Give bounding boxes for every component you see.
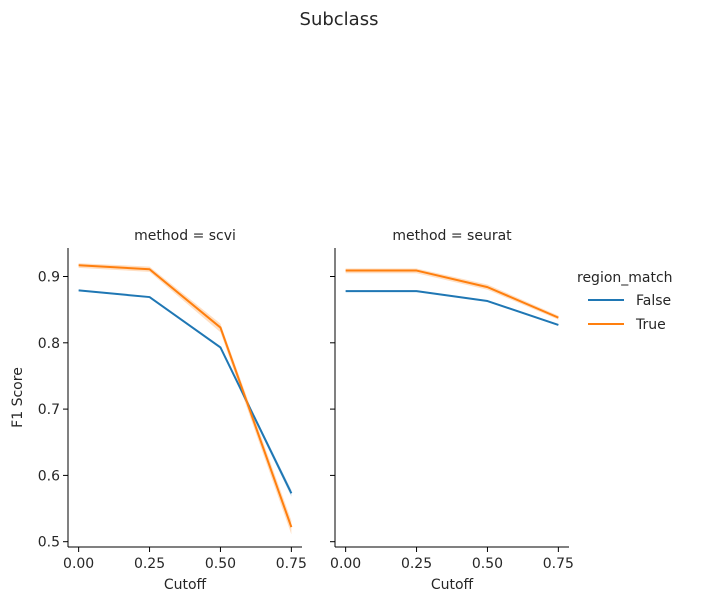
series-line-true (345, 269, 559, 319)
x-tick-label: 0.75 (543, 556, 574, 572)
x-tick-label: 0.00 (330, 556, 361, 572)
legend-label: False (636, 293, 671, 309)
panel-2: method = seurat 0.00 0.25 0.50 0.75 Cutoff (330, 228, 574, 593)
y-tick-label: 0.7 (38, 402, 60, 418)
x-tick-label: 0.50 (205, 556, 236, 572)
series-line-true (78, 264, 293, 528)
y-tick-label: 0.9 (38, 270, 60, 286)
legend-item-false: False (588, 293, 671, 309)
x-axis-label: Cutoff (164, 577, 207, 593)
y-tick-label: 0.6 (38, 468, 60, 484)
x-tick-label: 0.75 (276, 556, 307, 572)
x-tick-label: 0.50 (472, 556, 503, 572)
series-line-false (78, 289, 293, 494)
x-axis-label: Cutoff (431, 577, 474, 593)
series-line-false (345, 290, 559, 326)
ci-band-false (78, 289, 292, 497)
panel-title: method = scvi (134, 228, 236, 244)
y-axis-label: F1 Score (10, 367, 26, 428)
legend-label: True (635, 317, 666, 333)
legend-title: region_match (577, 270, 673, 286)
legend: region_match False True (577, 270, 673, 333)
ci-band-true (78, 263, 292, 535)
legend-item-true: True (588, 317, 666, 333)
x-tick-label: 0.00 (63, 556, 94, 572)
facet-panels: method = scvi 0.00 0.25 0.50 0.75 0.5 0.6 0.7 0.… (10, 228, 574, 593)
y-tick-label: 0.8 (38, 336, 60, 352)
x-tick-label: 0.25 (401, 556, 432, 572)
panel-title: method = seurat (392, 228, 512, 244)
x-tick-label: 0.25 (134, 556, 165, 572)
y-tick-label: 0.5 (38, 535, 60, 551)
panel-1: method = scvi 0.00 0.25 0.50 0.75 0.5 0.6 0.7 0.… (10, 228, 307, 593)
figure-title: Subclass (300, 9, 379, 30)
ci-band-true (345, 268, 559, 320)
